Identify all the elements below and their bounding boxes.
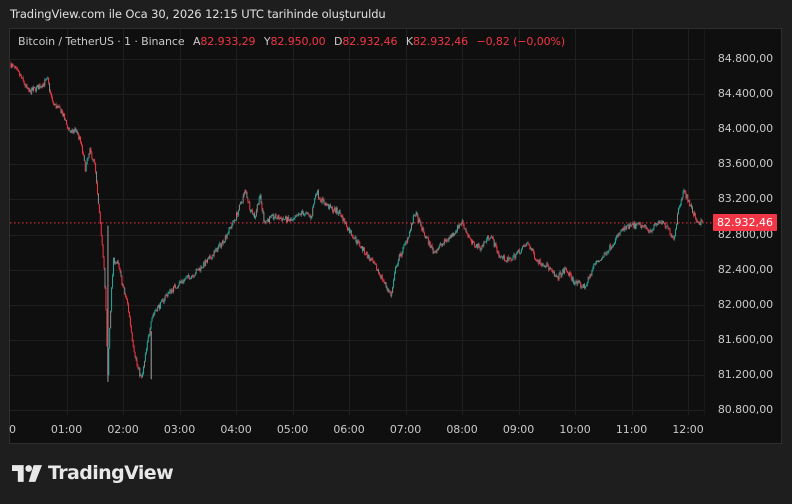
price-axis-label: 84.800,00 [717,52,773,65]
price-axis-label: 81.600,00 [717,332,773,346]
tradingview-logo[interactable]: TradingView [12,462,174,484]
change-value: −0,82 (−0,00%) [476,35,566,48]
logo-text: TradingView [48,462,174,484]
time-axis-label: 02:00 [107,423,139,436]
tradingview-logo-icon [12,464,42,482]
symbol-name[interactable]: Bitcoin / TetherUS · 1 · Binance [18,35,185,48]
price-axis-label: 84.400,00 [717,87,773,101]
low-label: D [334,35,343,48]
time-axis-label: 04:00 [220,423,252,436]
price-axis-label: 81.200,00 [717,367,773,381]
last-price-tag: 82.932,46 [713,214,777,232]
chart-caption: TradingView.com ile Oca 30, 2026 12:15 U… [10,7,386,21]
high-value: 82.950,00 [270,35,326,48]
time-axis-label: 06:00 [333,423,365,436]
high-label: Y [263,35,271,48]
close-value: 82.932,46 [413,35,469,48]
close-label: K [405,35,413,48]
low-value: 82.932,46 [342,35,398,48]
open-value: 82.933,29 [200,35,256,48]
candles [10,61,704,379]
time-axis-label: 09:00 [502,423,535,436]
price-axis-label: 80.800,00 [717,403,773,416]
time-axis-label: 05:00 [276,423,309,436]
price-axis-label: 82.400,00 [717,262,773,276]
price-axis-label: 84.000,00 [717,122,773,136]
price-axis-divider [704,29,705,415]
time-axis-label: 12:00 [672,423,704,436]
time-axis-label: 08:00 [446,423,478,436]
price-axis-label: 83.200,00 [717,192,773,206]
time-axis-label: 07:00 [389,423,422,436]
price-axis-label: 83.600,00 [717,157,773,171]
open-label: A [192,35,201,48]
time-axis-label: 11:00 [615,423,648,436]
time-axis-label: 01:00 [50,423,83,436]
price-axis-label: 82.000,00 [717,297,773,311]
time-axis-label: 10:00 [559,423,591,436]
time-axis-label: 03:00 [163,423,196,436]
time-axis-label: 0 [9,423,16,436]
symbol-legend[interactable]: Bitcoin / TetherUS · 1 · Binance A82.933… [18,35,565,48]
